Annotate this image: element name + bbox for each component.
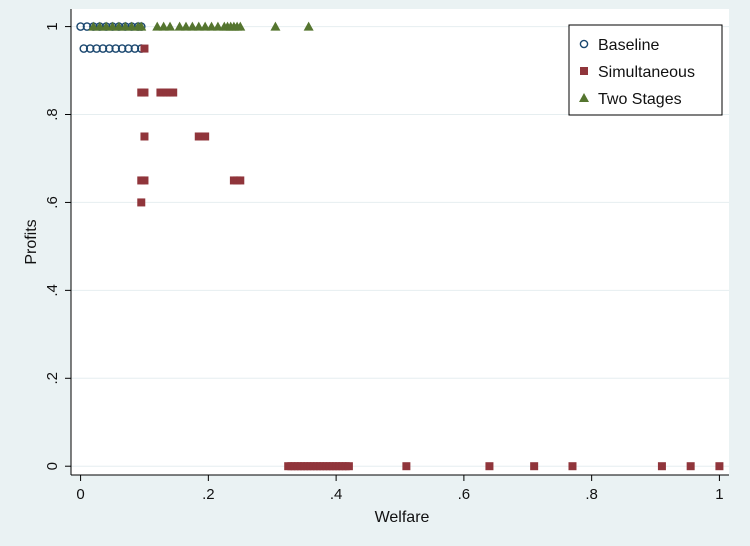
- legend-label-0: Baseline: [598, 37, 659, 54]
- legend-label-1: Simultaneous: [598, 64, 695, 81]
- point-circle-18: [124, 44, 133, 53]
- point-triangle-4: [113, 21, 124, 31]
- point-triangle-12: [174, 21, 185, 31]
- point-triangle-3: [107, 21, 118, 31]
- point-triangle-16: [200, 21, 211, 31]
- point-triangle-8: [136, 21, 147, 31]
- legend-label-2: Two Stages: [598, 91, 682, 108]
- y-tick-label-0: 0: [44, 462, 61, 470]
- point-triangle-13: [180, 21, 191, 31]
- point-circle-0: [76, 22, 85, 31]
- y-tick-label-5: 1: [44, 22, 61, 30]
- y-tick-label-1: .2: [44, 372, 61, 385]
- x-tick-label-0: 0: [76, 486, 84, 503]
- legend-marker-triangle: [579, 93, 589, 102]
- point-square-17: [137, 198, 146, 207]
- y-tick-label-4: .8: [44, 108, 61, 121]
- point-circle-16: [111, 44, 121, 53]
- y-tick-label-2: .4: [44, 284, 61, 297]
- legend-box: [568, 24, 723, 116]
- point-square-40: [530, 462, 539, 471]
- point-square-42: [657, 462, 666, 471]
- point-square-16: [236, 176, 245, 185]
- point-triangle-15: [193, 21, 204, 31]
- point-triangle-14: [187, 21, 198, 31]
- point-square-2: [140, 88, 149, 97]
- point-circle-14: [98, 44, 108, 53]
- point-circle-19: [130, 44, 140, 53]
- point-square-8: [140, 132, 149, 141]
- x-tick-label-1: .2: [202, 486, 215, 503]
- point-triangle-10: [158, 21, 169, 31]
- x-tick-label-3: .6: [458, 486, 471, 503]
- point-triangle-18: [212, 21, 223, 31]
- point-square-38: [402, 462, 411, 471]
- point-square-43: [686, 462, 695, 471]
- point-triangle-17: [206, 21, 217, 31]
- point-triangle-0: [88, 21, 99, 31]
- point-square-0: [140, 44, 149, 53]
- point-square-7: [169, 88, 178, 97]
- point-square-39: [485, 462, 494, 471]
- point-circle-1: [82, 22, 92, 31]
- point-triangle-11: [165, 21, 176, 31]
- point-circle-13: [92, 44, 101, 53]
- point-triangle-24: [235, 21, 246, 31]
- legend-marker-square: [580, 67, 588, 75]
- x-tick-label-5: 1: [715, 486, 723, 503]
- point-triangle-6: [126, 21, 137, 31]
- point-triangle-2: [101, 21, 112, 31]
- x-tick-label-4: .8: [585, 486, 598, 503]
- legend: Baseline Simultaneous Two Stages: [568, 24, 723, 116]
- point-triangle-9: [152, 21, 163, 31]
- axes: 0 .2 .4 .6 .8 1 0 .2 .4 .6 .8 1: [44, 9, 729, 503]
- data-points: [76, 21, 724, 471]
- point-square-37: [344, 462, 353, 471]
- series-square: [137, 44, 724, 471]
- series-triangle: [88, 21, 314, 31]
- x-tick-label-2: .4: [330, 486, 343, 503]
- y-tick-label-3: .6: [44, 196, 61, 209]
- y-axis-title: Profits: [23, 219, 40, 264]
- point-circle-11: [79, 44, 89, 53]
- point-square-13: [140, 176, 149, 185]
- point-triangle-26: [303, 21, 314, 31]
- point-triangle-25: [270, 21, 281, 31]
- x-axis-title: Welfare: [375, 509, 430, 526]
- point-square-41: [568, 462, 577, 471]
- legend-marker-circle: [579, 39, 589, 49]
- point-square-11: [201, 132, 210, 141]
- point-circle-15: [105, 44, 114, 53]
- point-triangle-1: [94, 21, 105, 31]
- point-triangle-5: [120, 21, 131, 31]
- point-square-44: [715, 462, 724, 471]
- point-circle-17: [117, 44, 127, 53]
- point-circle-12: [85, 44, 95, 53]
